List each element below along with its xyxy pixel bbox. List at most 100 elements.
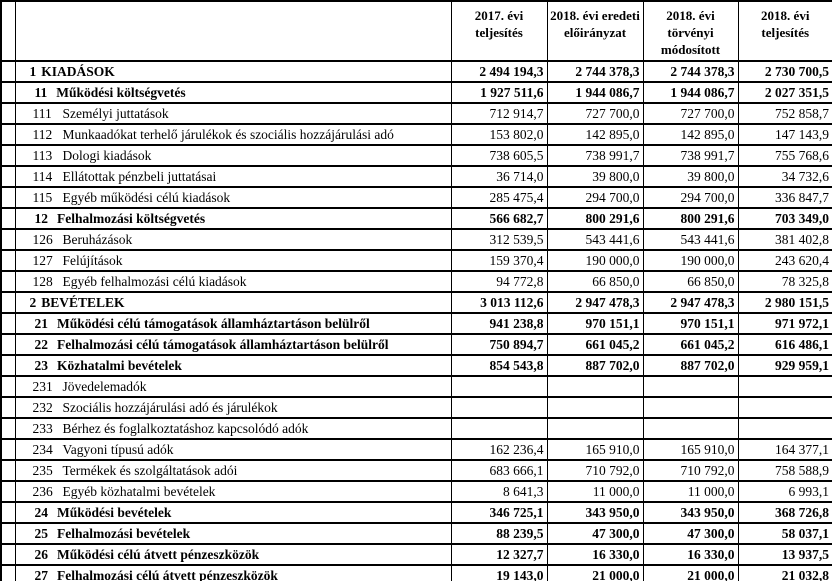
value-cell: 738 991,7 bbox=[642, 144, 739, 168]
value-cell: 11 000,0 bbox=[546, 480, 644, 504]
row-label: 115 Egyéb működési célú kiadások bbox=[14, 186, 452, 210]
value-cell: 142 895,0 bbox=[642, 123, 739, 147]
row-code: 21 bbox=[34, 315, 49, 331]
row-code: 128 bbox=[32, 273, 53, 289]
row-name: KIADÁSOK bbox=[41, 63, 115, 79]
table-row: 233 Bérhez és foglalkoztatáshoz kapcsolód… bbox=[0, 417, 832, 441]
value-cell: 159 370,4 bbox=[450, 249, 548, 273]
table-row: 26 Működési célú átvett pénzeszközök 12 32… bbox=[0, 543, 832, 567]
row-name: Felhalmozási bevételek bbox=[57, 525, 191, 541]
row-name: Közhatalmi bevételek bbox=[57, 357, 182, 373]
row-name: Felhalmozási célú átvett pénzeszközök bbox=[57, 567, 278, 581]
indent-cell bbox=[0, 522, 16, 546]
row-name: Személyi juttatások bbox=[62, 105, 169, 121]
row-name: Beruházások bbox=[62, 231, 133, 247]
value-cell: 710 792,0 bbox=[546, 459, 644, 483]
indent-cell bbox=[0, 396, 16, 420]
value-cell: 661 045,2 bbox=[642, 333, 739, 357]
value-cell: 343 950,0 bbox=[546, 501, 644, 525]
value-cell: 21 000,0 bbox=[642, 564, 739, 581]
row-code: 24 bbox=[34, 504, 49, 520]
value-cell bbox=[450, 375, 548, 399]
row-label: 21 Működési célú támogatások államháztart… bbox=[14, 312, 452, 336]
row-code: 1 bbox=[29, 63, 37, 79]
row-label: 231 Jövedelemadók bbox=[14, 375, 452, 399]
value-cell: 971 972,1 bbox=[737, 312, 832, 336]
row-label: 12 Felhalmozási költségvetés bbox=[14, 207, 452, 231]
table-row: 111 Személyi juttatások 712 914,7 727 700,0… bbox=[0, 102, 832, 126]
value-cell: 712 914,7 bbox=[450, 102, 548, 126]
col-header-2018-eredeti-eloiranyzat: 2018. évi eredeti előirányzat bbox=[546, 0, 644, 63]
value-cell: 47 300,0 bbox=[546, 522, 644, 546]
table-row: 235 Termékek és szolgáltatások adói 683 66… bbox=[0, 459, 832, 483]
value-cell: 16 330,0 bbox=[546, 543, 644, 567]
row-code: 12 bbox=[34, 210, 49, 226]
row-name: Működési célú átvett pénzeszközök bbox=[57, 546, 260, 562]
row-name: Működési célú támogatások államháztartás… bbox=[57, 315, 370, 331]
indent-cell bbox=[0, 228, 16, 252]
value-cell: 162 236,4 bbox=[450, 438, 548, 462]
row-label: 126 Beruházások bbox=[14, 228, 452, 252]
value-cell: 94 772,8 bbox=[450, 270, 548, 294]
row-code: 11 bbox=[34, 84, 48, 100]
value-cell: 294 700,0 bbox=[642, 186, 739, 210]
indent-cell bbox=[0, 333, 16, 357]
indent-cell bbox=[0, 81, 16, 105]
value-cell bbox=[642, 396, 739, 420]
row-name: Működési bevételek bbox=[57, 504, 172, 520]
table-row: 23 Közhatalmi bevételek 854 543,8 887 702,0… bbox=[0, 354, 832, 378]
row-name: Felhalmozási célú támogatások államházta… bbox=[57, 336, 389, 352]
table-row: 128 Egyéb felhalmozási célú kiadások 94 77… bbox=[0, 270, 832, 294]
value-cell: 164 377,1 bbox=[737, 438, 832, 462]
value-cell: 346 725,1 bbox=[450, 501, 548, 525]
indent-cell bbox=[0, 102, 16, 126]
table-row: 22 Felhalmozási célú támogatások államház… bbox=[0, 333, 832, 357]
row-code: 113 bbox=[32, 147, 53, 163]
value-cell: 887 702,0 bbox=[642, 354, 739, 378]
value-cell: 142 895,0 bbox=[546, 123, 644, 147]
value-cell: 19 143,0 bbox=[450, 564, 548, 581]
indent-cell bbox=[0, 375, 16, 399]
value-cell: 66 850,0 bbox=[642, 270, 739, 294]
value-cell bbox=[450, 417, 548, 441]
row-name: Egyéb működési célú kiadások bbox=[62, 189, 231, 205]
row-label: 23 Közhatalmi bevételek bbox=[14, 354, 452, 378]
indent-cell bbox=[0, 501, 16, 525]
indent-cell bbox=[0, 438, 16, 462]
row-label: 114 Ellátottak pénzbeli juttatásai bbox=[14, 165, 452, 189]
row-name: Bérhez és foglalkoztatáshoz kapcsolódó a… bbox=[62, 420, 309, 436]
value-cell: 88 239,5 bbox=[450, 522, 548, 546]
value-cell: 12 327,7 bbox=[450, 543, 548, 567]
row-label: 11 Működési költségvetés bbox=[14, 81, 452, 105]
row-code: 233 bbox=[32, 420, 53, 436]
table-row: 113 Dologi kiadások 738 605,5 738 991,7 738 … bbox=[0, 144, 832, 168]
row-label: 235 Termékek és szolgáltatások adói bbox=[14, 459, 452, 483]
value-cell: 2 494 194,3 bbox=[450, 60, 548, 84]
col-header-2018-torvenyi-modositott: 2018. évi törvényi módosított bbox=[642, 0, 739, 63]
value-cell: 970 151,1 bbox=[546, 312, 644, 336]
budget-table-header: 2017. évi teljesítés 2018. évi eredeti e… bbox=[0, 0, 832, 63]
indent-cell bbox=[0, 417, 16, 441]
value-cell: 854 543,8 bbox=[450, 354, 548, 378]
value-cell: 11 000,0 bbox=[642, 480, 739, 504]
table-row: 115 Egyéb működési célú kiadások 285 475,4… bbox=[0, 186, 832, 210]
value-cell: 703 349,0 bbox=[737, 207, 832, 231]
table-row: 24 Működési bevételek 346 725,1 343 950,0 34… bbox=[0, 501, 832, 525]
value-cell: 58 037,1 bbox=[737, 522, 832, 546]
table-row: 12 Felhalmozási költségvetés 566 682,7 800 … bbox=[0, 207, 832, 231]
table-row: 112 Munkaadókat terhelő járulékok és szoc… bbox=[0, 123, 832, 147]
value-cell bbox=[546, 417, 644, 441]
row-name: Működési költségvetés bbox=[56, 84, 186, 100]
value-cell: 710 792,0 bbox=[642, 459, 739, 483]
row-label: 111 Személyi juttatások bbox=[14, 102, 452, 126]
row-label: 22 Felhalmozási célú támogatások államház… bbox=[14, 333, 452, 357]
indent-cell bbox=[0, 543, 16, 567]
value-cell bbox=[546, 396, 644, 420]
row-name: Termékek és szolgáltatások adói bbox=[62, 462, 238, 478]
row-label: 2 BEVÉTELEK bbox=[14, 291, 452, 315]
row-label: 24 Működési bevételek bbox=[14, 501, 452, 525]
value-cell: 13 937,5 bbox=[737, 543, 832, 567]
row-name: Munkaadókat terhelő járulékok és szociál… bbox=[62, 126, 394, 142]
value-cell bbox=[450, 396, 548, 420]
